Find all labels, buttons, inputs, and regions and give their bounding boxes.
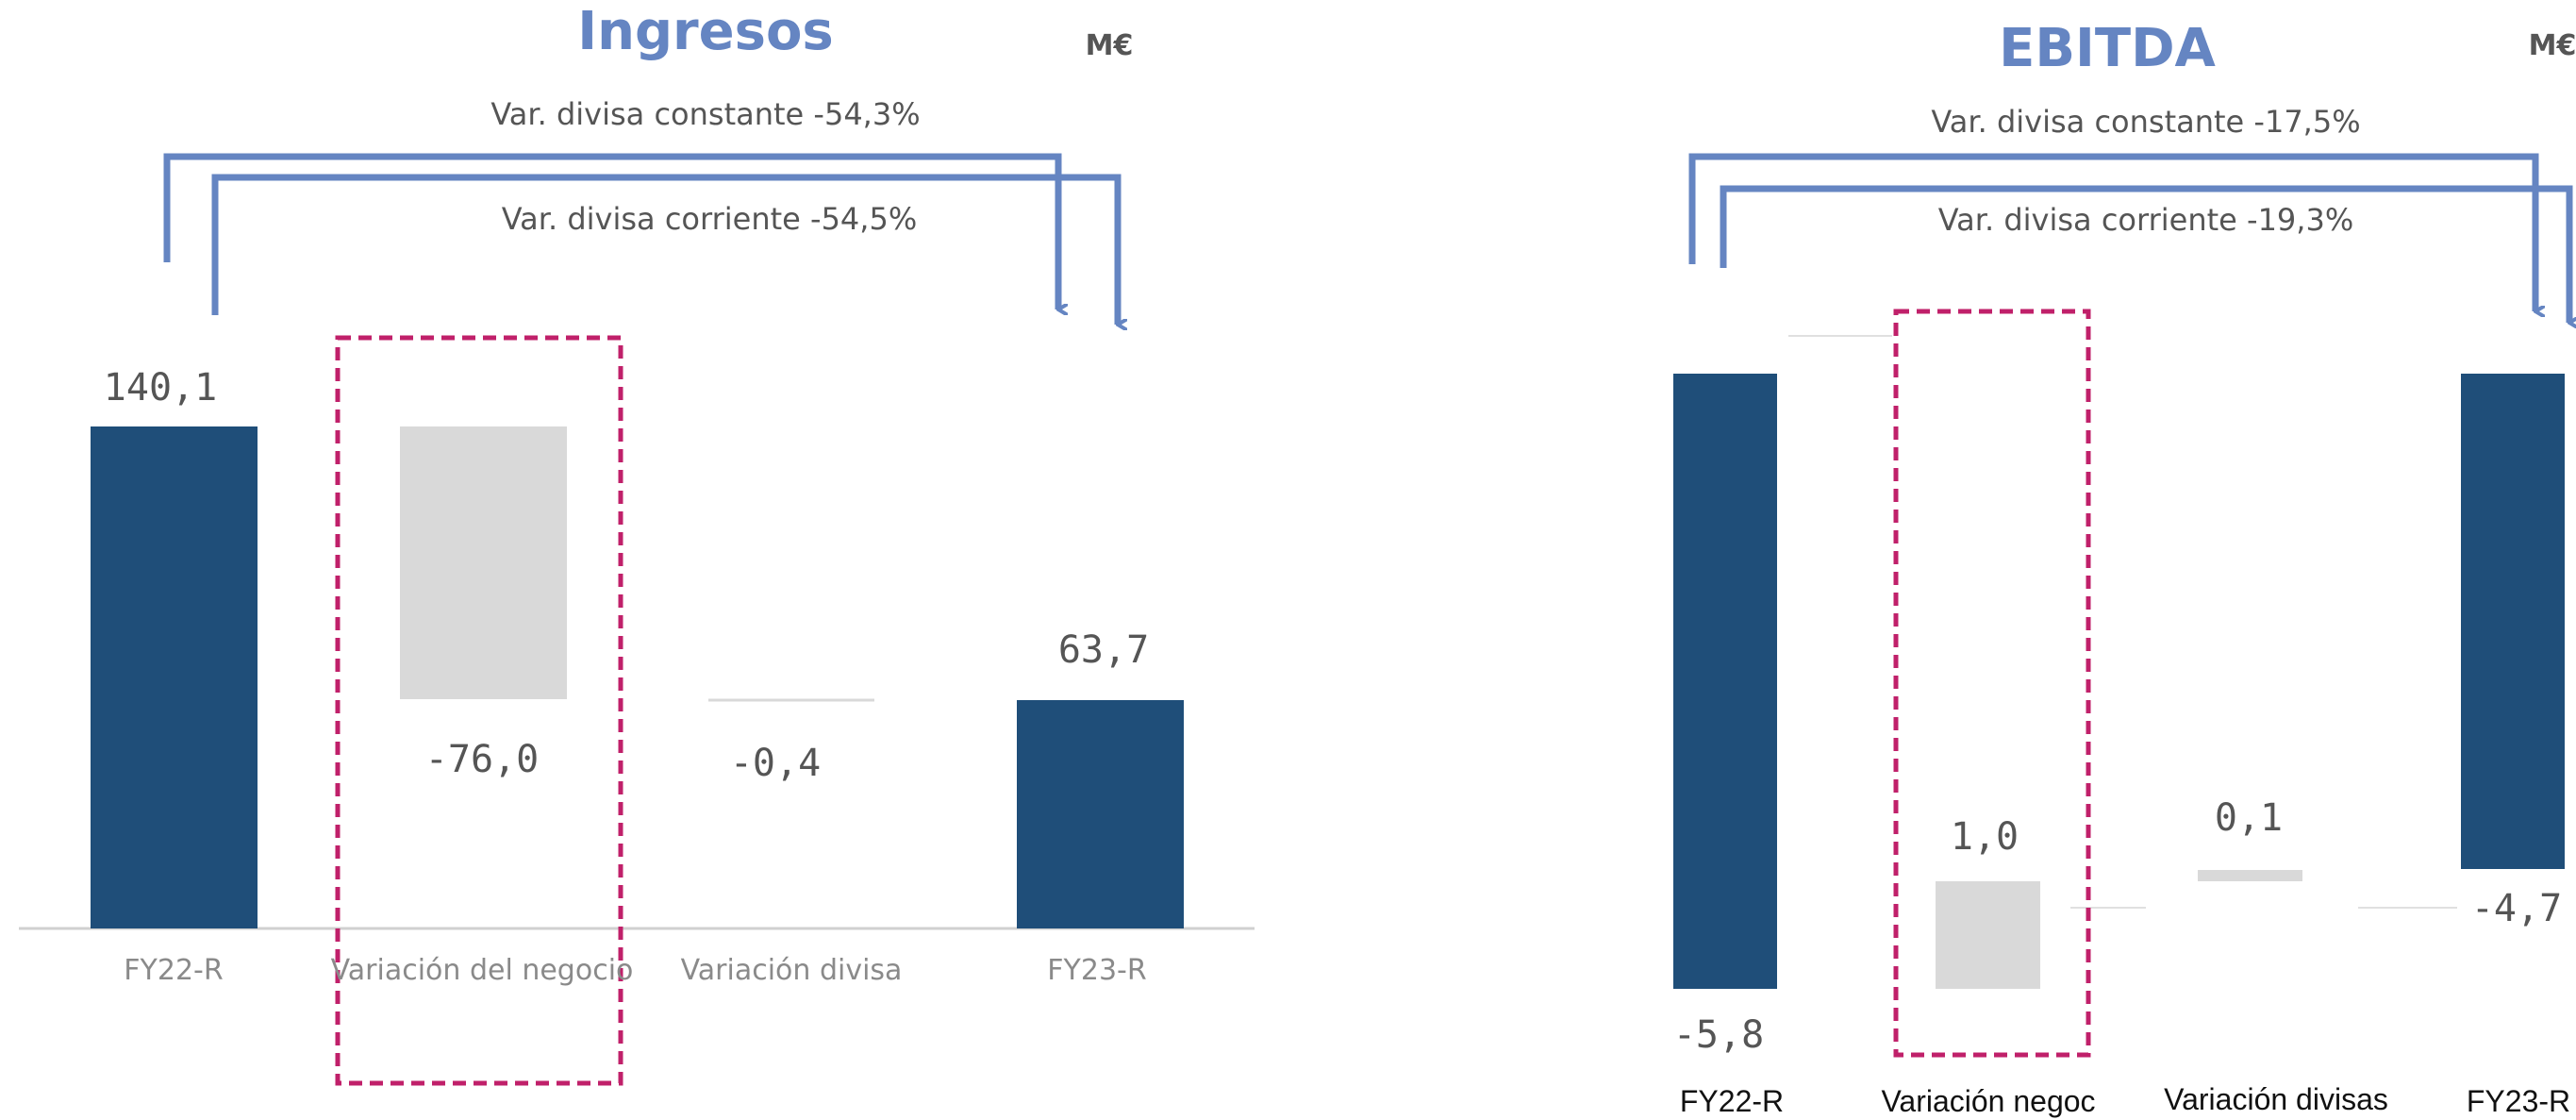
value-label-fy23: -4,7 — [2471, 887, 2562, 930]
bar-variacion-negocio — [400, 426, 567, 699]
variation-constant-arrow — [1688, 153, 2535, 311]
variation-current-arrow — [1720, 185, 2569, 323]
category-label-fy22: FY22-R — [1680, 1084, 1784, 1118]
value-label-fy22: 140,1 — [104, 366, 217, 410]
variation-current-arrow — [211, 174, 1118, 325]
highlight-box — [335, 335, 623, 1086]
chart-title: Ingresos — [577, 1, 834, 62]
variation-constant-label: Var. divisa constante -17,5% — [1931, 104, 2360, 140]
variation-current-label: Var. divisa corriente -19,3% — [1938, 202, 2353, 238]
variation-constant-arrow — [163, 153, 1058, 309]
unit-label: M€ — [1086, 29, 1134, 62]
category-label-variacion-negoc: Variación negoc — [1881, 1084, 2095, 1118]
category-label-fy23: FY23-R — [2467, 1084, 2570, 1118]
bar-variacion-negoc — [1936, 881, 2040, 989]
value-label-variacion-divisas: 0,1 — [2215, 796, 2283, 840]
category-label-variacion-divisas: Variación divisas — [2164, 1082, 2388, 1116]
chart-title: EBITDA — [1999, 18, 2216, 79]
value-label-variacion-negocio: -76,0 — [425, 738, 539, 781]
category-label-fy22: FY22-R — [124, 954, 223, 987]
category-label-variacion-divisa: Variación divisa — [681, 954, 903, 987]
value-label-fy23: 63,7 — [1058, 628, 1149, 672]
bar-fy23 — [2461, 374, 2565, 869]
value-label-variacion-negoc: 1,0 — [1951, 815, 2019, 859]
ebitda-chart: EBITDA M€ Var. divisa constante -17,5% V… — [1673, 18, 2576, 1118]
variation-current-label: Var. divisa corriente -54,5% — [502, 201, 917, 237]
bar-fy23 — [1017, 700, 1184, 928]
category-label-fy23: FY23-R — [1047, 954, 1146, 987]
unit-label: M€ — [2529, 29, 2576, 62]
value-label-fy22: -5,8 — [1673, 1013, 1764, 1057]
highlight-box — [1893, 309, 2091, 1058]
bar-variacion-divisas — [2198, 870, 2302, 881]
bar-fy22 — [1673, 374, 1777, 989]
bar-fy22 — [91, 426, 258, 928]
variation-constant-label: Var. divisa constante -54,3% — [490, 96, 920, 132]
category-label-variacion-negocio: Variación del negocio — [331, 954, 634, 987]
value-label-variacion-divisa: -0,4 — [730, 742, 821, 785]
revenue-chart: Ingresos M€ Var. divisa constante -54,3%… — [19, 1, 1255, 1086]
